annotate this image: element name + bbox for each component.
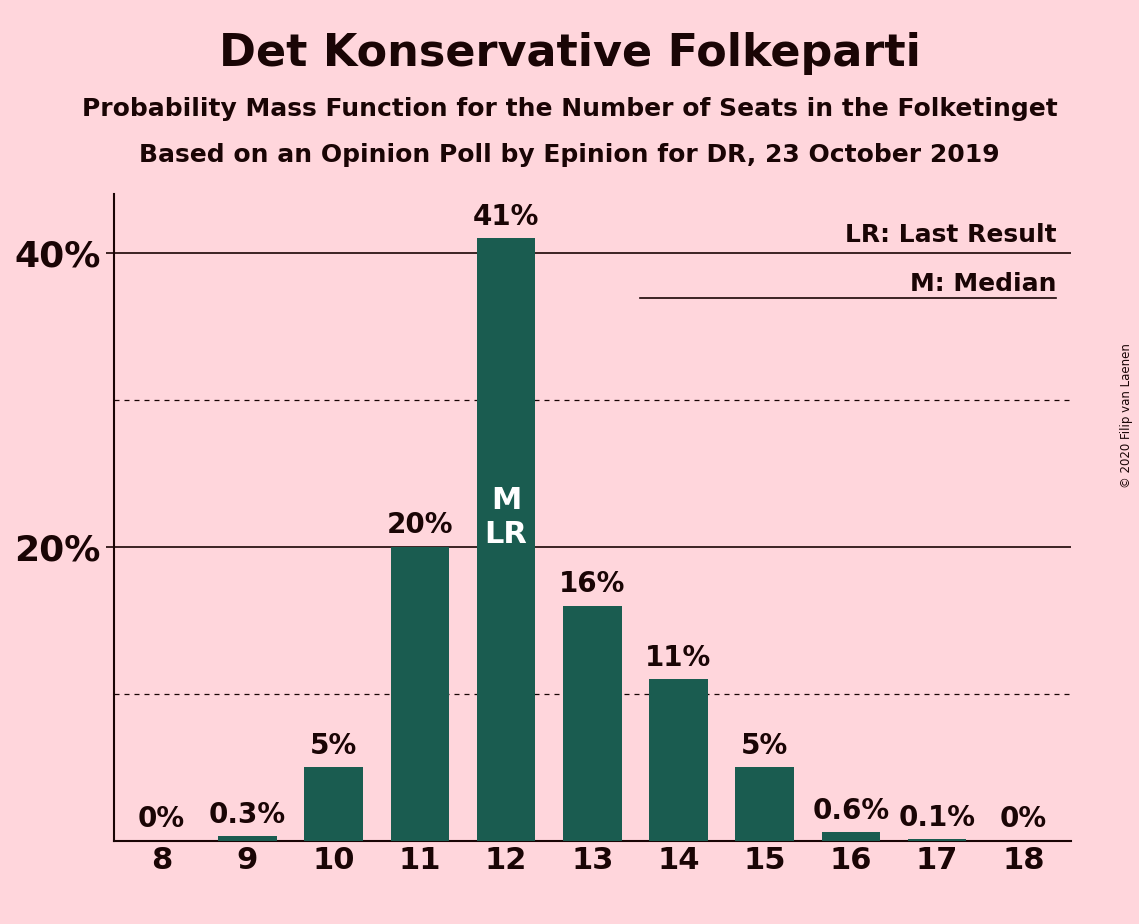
Text: 20%: 20% [386, 512, 453, 540]
Text: 16%: 16% [559, 570, 625, 599]
Text: Probability Mass Function for the Number of Seats in the Folketinget: Probability Mass Function for the Number… [82, 97, 1057, 121]
Bar [649, 679, 707, 841]
Text: 5%: 5% [741, 732, 788, 760]
Text: Det Konservative Folkeparti: Det Konservative Folkeparti [219, 32, 920, 76]
Text: 11%: 11% [646, 644, 712, 672]
Bar [908, 839, 966, 841]
Text: 0.3%: 0.3% [208, 801, 286, 829]
Bar [563, 605, 622, 841]
Text: 41%: 41% [473, 202, 539, 231]
Bar [821, 832, 880, 841]
Text: Based on an Opinion Poll by Epinion for DR, 23 October 2019: Based on an Opinion Poll by Epinion for … [139, 143, 1000, 167]
Text: 5%: 5% [310, 732, 358, 760]
Text: 0%: 0% [138, 806, 185, 833]
Text: 0.6%: 0.6% [812, 796, 890, 825]
Text: 0.1%: 0.1% [899, 804, 976, 832]
Text: © 2020 Filip van Laenen: © 2020 Filip van Laenen [1121, 344, 1133, 488]
Bar [304, 767, 363, 841]
Bar [219, 836, 277, 841]
Text: M
LR: M LR [485, 486, 527, 549]
Bar [736, 767, 794, 841]
Bar [391, 547, 449, 841]
Text: 0%: 0% [1000, 806, 1047, 833]
Bar [477, 238, 535, 841]
Text: LR: Last Result: LR: Last Result [845, 223, 1056, 247]
Text: M: Median: M: Median [910, 272, 1056, 296]
